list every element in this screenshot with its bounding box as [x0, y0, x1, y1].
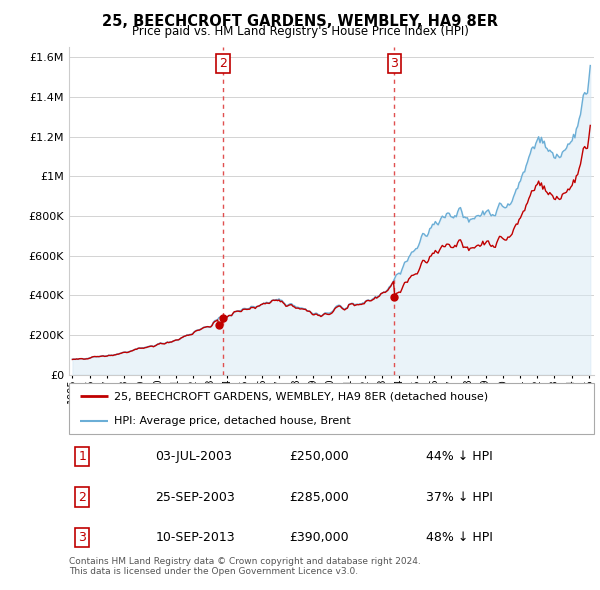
- Text: £390,000: £390,000: [290, 531, 349, 544]
- Text: 1: 1: [78, 450, 86, 463]
- Text: £285,000: £285,000: [290, 490, 349, 504]
- Text: 03-JUL-2003: 03-JUL-2003: [155, 450, 233, 463]
- Text: 2: 2: [78, 490, 86, 504]
- Text: 3: 3: [78, 531, 86, 544]
- Text: 25-SEP-2003: 25-SEP-2003: [155, 490, 235, 504]
- Text: 10-SEP-2013: 10-SEP-2013: [155, 531, 235, 544]
- Text: £250,000: £250,000: [290, 450, 349, 463]
- Text: Price paid vs. HM Land Registry's House Price Index (HPI): Price paid vs. HM Land Registry's House …: [131, 25, 469, 38]
- Text: 25, BEECHCROFT GARDENS, WEMBLEY, HA9 8ER: 25, BEECHCROFT GARDENS, WEMBLEY, HA9 8ER: [102, 14, 498, 29]
- Text: This data is licensed under the Open Government Licence v3.0.: This data is licensed under the Open Gov…: [69, 567, 358, 576]
- Text: 3: 3: [391, 57, 398, 70]
- Text: 44% ↓ HPI: 44% ↓ HPI: [426, 450, 493, 463]
- Text: Contains HM Land Registry data © Crown copyright and database right 2024.: Contains HM Land Registry data © Crown c…: [69, 558, 421, 566]
- Text: 2: 2: [219, 57, 227, 70]
- Text: 25, BEECHCROFT GARDENS, WEMBLEY, HA9 8ER (detached house): 25, BEECHCROFT GARDENS, WEMBLEY, HA9 8ER…: [113, 391, 488, 401]
- Text: 48% ↓ HPI: 48% ↓ HPI: [426, 531, 493, 544]
- Text: HPI: Average price, detached house, Brent: HPI: Average price, detached house, Bren…: [113, 416, 350, 426]
- Text: 37% ↓ HPI: 37% ↓ HPI: [426, 490, 493, 504]
